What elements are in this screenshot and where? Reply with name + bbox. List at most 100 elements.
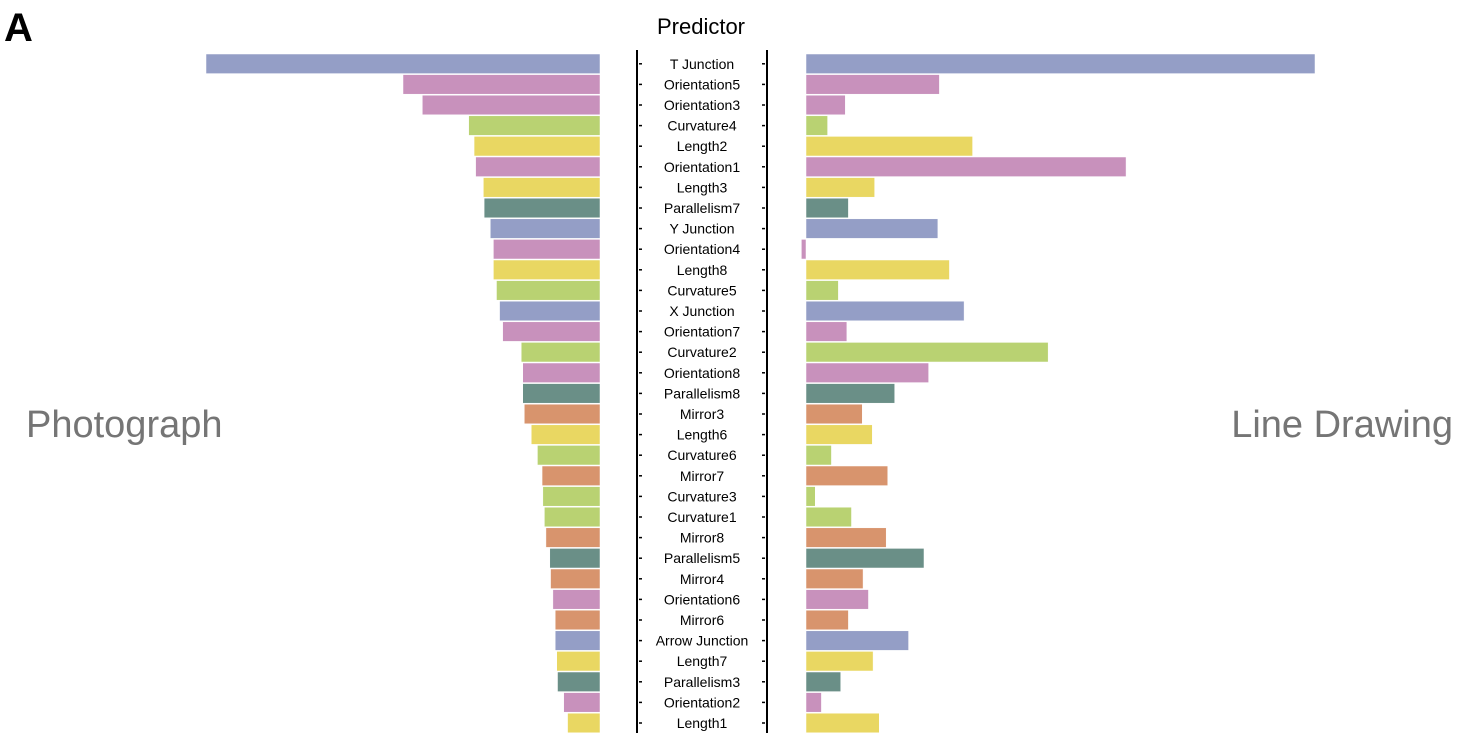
line-drawing-series	[801, 53, 1316, 733]
category-label-y-junction: Y Junction	[669, 221, 734, 237]
line-drawing-bar-parallelism3	[805, 671, 841, 692]
line-drawing-bar-curvature2	[805, 342, 1049, 363]
line-drawing-bar-orientation7	[805, 321, 848, 342]
photograph-bar-orientation1	[475, 156, 601, 177]
photograph-bar-orientation8	[522, 362, 601, 383]
photograph-bar-orientation6	[552, 589, 601, 610]
line-drawing-bar-orientation2	[805, 692, 822, 713]
photograph-bar-y-junction	[490, 218, 601, 239]
category-label-curvature4: Curvature4	[667, 118, 736, 134]
photograph-bar-length6	[530, 424, 601, 445]
category-label-mirror4: Mirror4	[680, 571, 725, 587]
photograph-bar-mirror7	[541, 465, 601, 486]
photograph-bar-orientation5	[402, 74, 601, 95]
category-label-t-junction: T Junction	[670, 56, 734, 72]
line-drawing-bar-curvature4	[805, 115, 828, 136]
photograph-bar-curvature1	[544, 506, 601, 528]
line-drawing-bar-orientation4	[801, 239, 807, 260]
photograph-bar-curvature6	[537, 445, 601, 466]
line-drawing-bar-parallelism7	[805, 197, 849, 219]
line-drawing-bar-curvature1	[805, 506, 852, 528]
category-label-length1: Length1	[677, 715, 728, 731]
category-label-curvature5: Curvature5	[667, 282, 736, 298]
category-label-parallelism5: Parallelism5	[664, 550, 740, 566]
photograph-bar-mirror6	[554, 609, 601, 631]
photograph-bar-length8	[493, 259, 601, 280]
line-drawing-bar-length6	[805, 424, 873, 445]
photograph-bar-parallelism5	[549, 548, 601, 569]
chart-title: Predictor	[657, 14, 745, 39]
category-label-curvature2: Curvature2	[667, 344, 736, 360]
category-label-x-junction: X Junction	[669, 303, 734, 319]
photograph-bar-length3	[483, 177, 601, 198]
line-drawing-bar-length3	[805, 177, 875, 198]
photograph-bar-length7	[556, 651, 601, 672]
category-label-curvature6: Curvature6	[667, 447, 736, 463]
photograph-bar-parallelism3	[557, 671, 601, 692]
line-drawing-bar-orientation6	[805, 589, 869, 610]
line-drawing-bar-x-junction	[805, 300, 965, 322]
category-label-orientation2: Orientation2	[664, 694, 740, 710]
line-drawing-bar-curvature5	[805, 280, 839, 301]
photograph-bar-length1	[567, 712, 601, 733]
line-drawing-bar-orientation5	[805, 74, 940, 95]
line-drawing-bar-length2	[805, 136, 973, 157]
category-label-orientation1: Orientation1	[664, 159, 740, 175]
line-drawing-bar-mirror4	[805, 568, 864, 589]
photograph-bar-t-junction	[205, 53, 601, 74]
category-label-length2: Length2	[677, 138, 728, 154]
line-drawing-bar-length1	[805, 712, 880, 733]
line-drawing-bar-curvature6	[805, 445, 832, 466]
line-drawing-bar-t-junction	[805, 53, 1316, 74]
line-drawing-bar-orientation3	[805, 94, 846, 116]
photograph-bar-parallelism7	[483, 197, 601, 219]
photograph-bar-length2	[473, 136, 601, 157]
line-drawing-bar-mirror6	[805, 609, 849, 631]
left-panel-label: Photograph	[26, 404, 223, 446]
category-label-arrow-junction: Arrow Junction	[656, 633, 749, 649]
photograph-bar-orientation3	[422, 94, 601, 116]
line-drawing-bar-y-junction	[805, 218, 939, 239]
category-label-mirror6: Mirror6	[680, 612, 725, 628]
photograph-bar-curvature3	[542, 486, 601, 507]
category-label-mirror7: Mirror7	[680, 468, 725, 484]
category-label-curvature3: Curvature3	[667, 488, 736, 504]
category-label-orientation6: Orientation6	[664, 591, 740, 607]
category-label-length8: Length8	[677, 262, 728, 278]
line-drawing-bar-mirror7	[805, 465, 888, 486]
photograph-series	[205, 53, 601, 733]
line-drawing-bar-length8	[805, 259, 950, 280]
category-labels: T Junction Orientation5 Orientation3 Curvat…	[639, 56, 765, 731]
category-label-curvature1: Curvature1	[667, 509, 736, 525]
photograph-bar-orientation7	[502, 321, 601, 342]
line-drawing-bar-parallelism8	[805, 383, 895, 404]
photograph-bar-parallelism8	[522, 383, 601, 404]
category-label-length7: Length7	[677, 653, 728, 669]
category-label-orientation4: Orientation4	[664, 241, 740, 257]
photograph-bar-curvature5	[496, 280, 601, 301]
photograph-bar-curvature2	[520, 342, 601, 363]
category-label-orientation3: Orientation3	[664, 97, 740, 113]
category-label-length6: Length6	[677, 427, 728, 443]
line-drawing-bar-curvature3	[805, 486, 816, 507]
category-label-orientation7: Orientation7	[664, 324, 740, 340]
photograph-bar-arrow-junction	[554, 630, 601, 651]
category-label-mirror8: Mirror8	[680, 530, 725, 546]
photograph-bar-mirror8	[545, 527, 601, 548]
category-label-parallelism3: Parallelism3	[664, 674, 740, 690]
line-drawing-bar-orientation1	[805, 156, 1127, 177]
line-drawing-bar-parallelism5	[805, 548, 925, 569]
right-panel-label: Line Drawing	[1231, 404, 1453, 446]
category-label-parallelism7: Parallelism7	[664, 200, 740, 216]
category-label-orientation5: Orientation5	[664, 76, 740, 92]
line-drawing-bar-mirror3	[805, 403, 863, 425]
category-label-mirror3: Mirror3	[680, 406, 725, 422]
photograph-bar-curvature4	[468, 115, 601, 136]
photograph-bar-mirror4	[550, 568, 601, 589]
category-label-orientation8: Orientation8	[664, 365, 740, 381]
category-label-length3: Length3	[677, 179, 728, 195]
category-label-parallelism8: Parallelism8	[664, 385, 740, 401]
photograph-bar-mirror3	[524, 403, 601, 425]
line-drawing-bar-length7	[805, 651, 874, 672]
